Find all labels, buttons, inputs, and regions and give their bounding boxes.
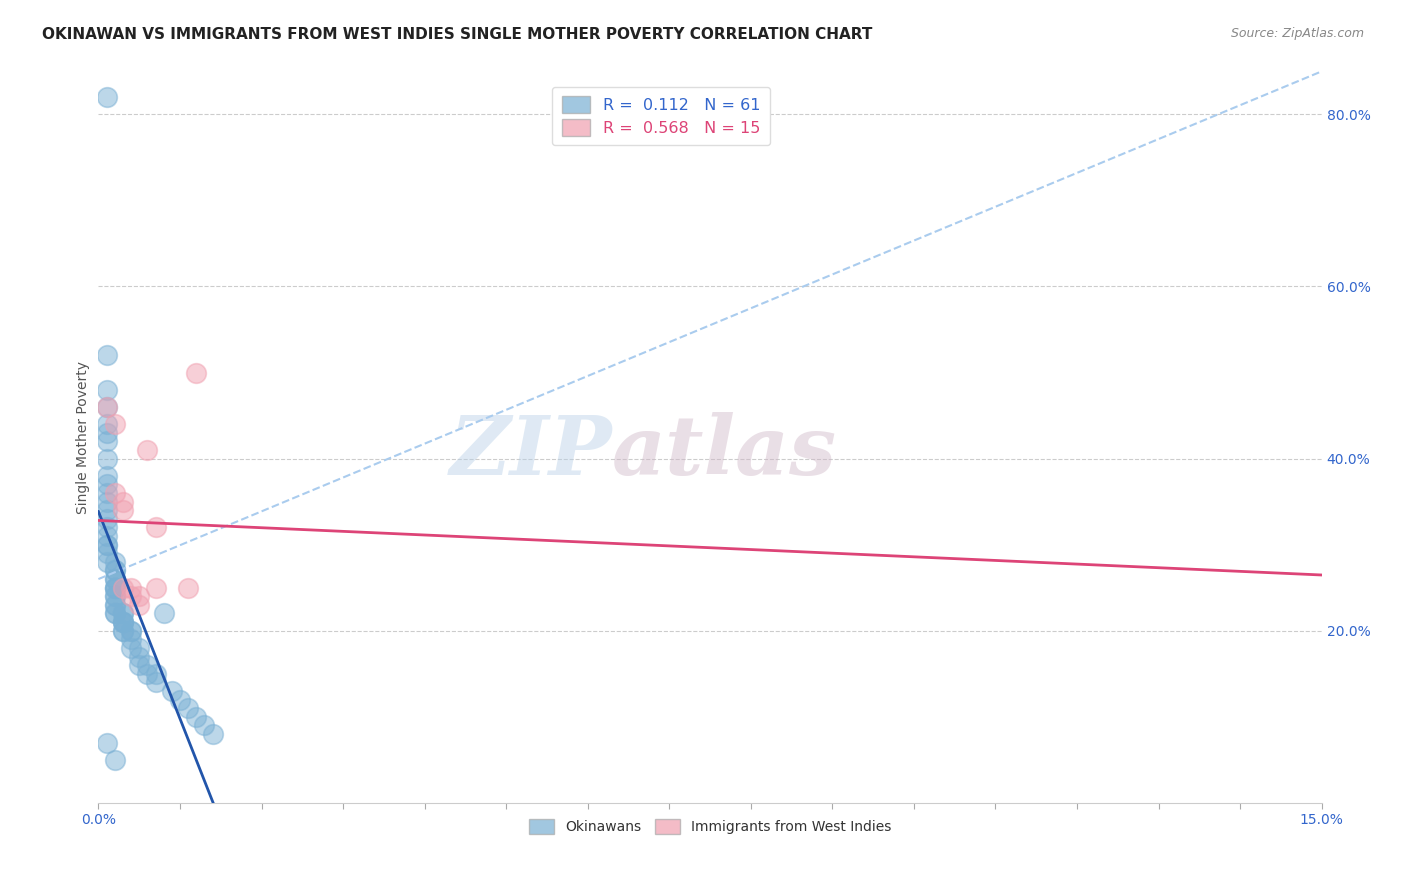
Point <box>136 442 159 457</box>
Point <box>96 451 118 466</box>
Point <box>104 564 127 578</box>
Point <box>104 589 127 603</box>
Point <box>136 658 159 673</box>
Point <box>120 589 142 603</box>
Point <box>145 666 167 681</box>
Point <box>128 649 150 664</box>
Point <box>104 581 127 595</box>
Point <box>96 468 118 483</box>
Point <box>104 753 127 767</box>
Point <box>120 624 142 638</box>
Point <box>120 581 142 595</box>
Point <box>145 520 167 534</box>
Point <box>96 477 118 491</box>
Y-axis label: Single Mother Poverty: Single Mother Poverty <box>76 360 90 514</box>
Point <box>201 727 224 741</box>
Text: OKINAWAN VS IMMIGRANTS FROM WEST INDIES SINGLE MOTHER POVERTY CORRELATION CHART: OKINAWAN VS IMMIGRANTS FROM WEST INDIES … <box>42 27 873 42</box>
Point <box>104 598 127 612</box>
Point <box>111 581 134 595</box>
Point <box>186 710 208 724</box>
Point <box>96 512 118 526</box>
Point <box>96 425 118 440</box>
Point <box>136 666 159 681</box>
Point <box>120 624 142 638</box>
Point <box>111 624 134 638</box>
Point <box>96 434 118 449</box>
Point <box>120 632 142 647</box>
Point <box>186 366 208 380</box>
Point <box>128 589 150 603</box>
Text: ZIP: ZIP <box>450 412 612 491</box>
Point <box>145 581 167 595</box>
Point <box>193 718 215 732</box>
Legend: Okinawans, Immigrants from West Indies: Okinawans, Immigrants from West Indies <box>523 814 897 839</box>
Point <box>169 692 191 706</box>
Point <box>177 581 200 595</box>
Point <box>104 598 127 612</box>
Point <box>111 615 134 629</box>
Point <box>145 675 167 690</box>
Point <box>104 607 127 621</box>
Point <box>96 400 118 414</box>
Point <box>104 486 127 500</box>
Point <box>104 589 127 603</box>
Point <box>111 494 134 508</box>
Point <box>104 572 127 586</box>
Point <box>111 615 134 629</box>
Point <box>111 615 134 629</box>
Point <box>104 607 127 621</box>
Point <box>96 520 118 534</box>
Point <box>96 538 118 552</box>
Point <box>104 564 127 578</box>
Text: Source: ZipAtlas.com: Source: ZipAtlas.com <box>1230 27 1364 40</box>
Point <box>96 348 118 362</box>
Point <box>96 538 118 552</box>
Point <box>160 684 183 698</box>
Point <box>96 735 118 749</box>
Point <box>96 417 118 432</box>
Point <box>104 581 127 595</box>
Point <box>104 581 127 595</box>
Point <box>96 503 118 517</box>
Point <box>128 658 150 673</box>
Point <box>104 572 127 586</box>
Point <box>111 503 134 517</box>
Point <box>96 383 118 397</box>
Point <box>96 400 118 414</box>
Point <box>152 607 174 621</box>
Point <box>111 607 134 621</box>
Point <box>96 494 118 508</box>
Point <box>177 701 200 715</box>
Point <box>128 598 150 612</box>
Point <box>128 640 150 655</box>
Point <box>120 640 142 655</box>
Point <box>96 486 118 500</box>
Text: atlas: atlas <box>612 412 838 491</box>
Point <box>111 607 134 621</box>
Point <box>96 555 118 569</box>
Point <box>96 529 118 543</box>
Point <box>104 555 127 569</box>
Point <box>96 546 118 560</box>
Point <box>111 624 134 638</box>
Point <box>104 417 127 432</box>
Point <box>96 90 118 104</box>
